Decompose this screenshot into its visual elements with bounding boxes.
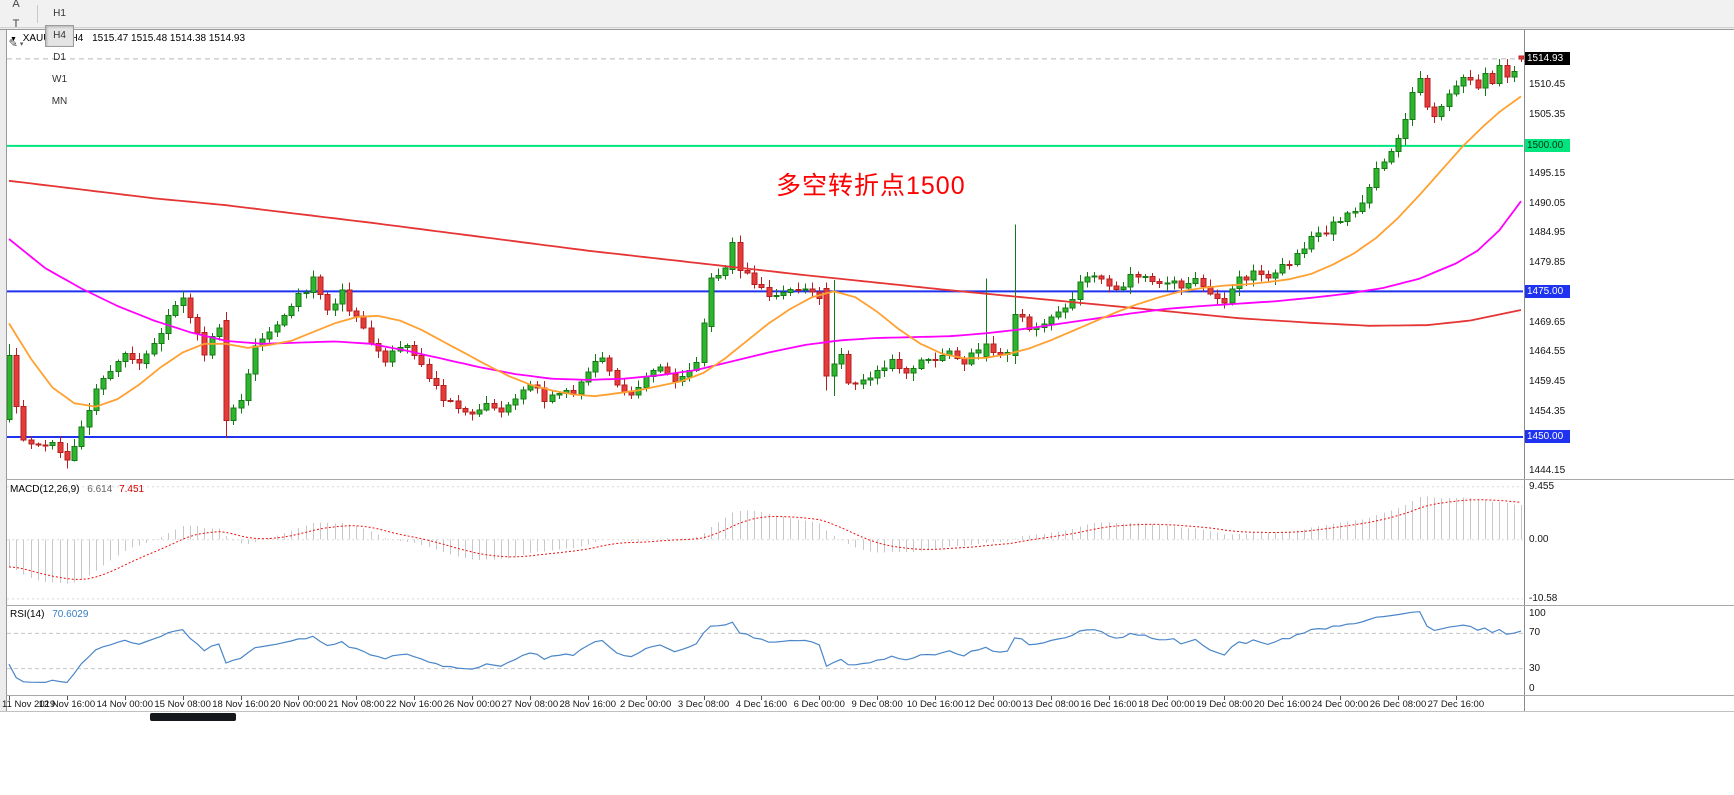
candle-layer — [6, 55, 1525, 469]
hline-layer — [7, 58, 1523, 438]
scrollbar-thumb[interactable] — [150, 713, 236, 721]
time-axis-ticks — [9, 696, 1457, 700]
timeframe-button-d1[interactable]: D1 — [53, 52, 66, 63]
chrome-layer — [0, 29, 1734, 712]
macd-layer — [7, 486, 1523, 600]
rsi-layer — [7, 611, 1523, 684]
ma-layer — [8, 95, 1522, 408]
timeframe-button-mn[interactable]: MN — [51, 96, 68, 107]
text-tool-button[interactable]: T — [12, 17, 20, 30]
timeframe-button-h1[interactable]: H1 — [53, 8, 66, 19]
toolbar-left-group: ▦AT✎▾ — [4, 0, 30, 54]
draw-tool-button[interactable]: ✎ ▾ — [8, 38, 24, 50]
timeframe-button-h4[interactable]: H4 — [45, 24, 74, 47]
timeframe-group: M1M5M15M30H1H4D1W1MN — [45, 0, 75, 113]
toolbar-separator — [37, 4, 38, 23]
macd-histogram — [9, 496, 1522, 584]
dropdown-caret-icon: ▾ — [19, 40, 24, 48]
toolbar: ▦AT✎▾ M1M5M15M30H1H4D1W1MN — [0, 0, 1734, 107]
timeframe-button-w1[interactable]: W1 — [52, 74, 67, 85]
cursor-a-button[interactable]: A — [12, 0, 20, 10]
